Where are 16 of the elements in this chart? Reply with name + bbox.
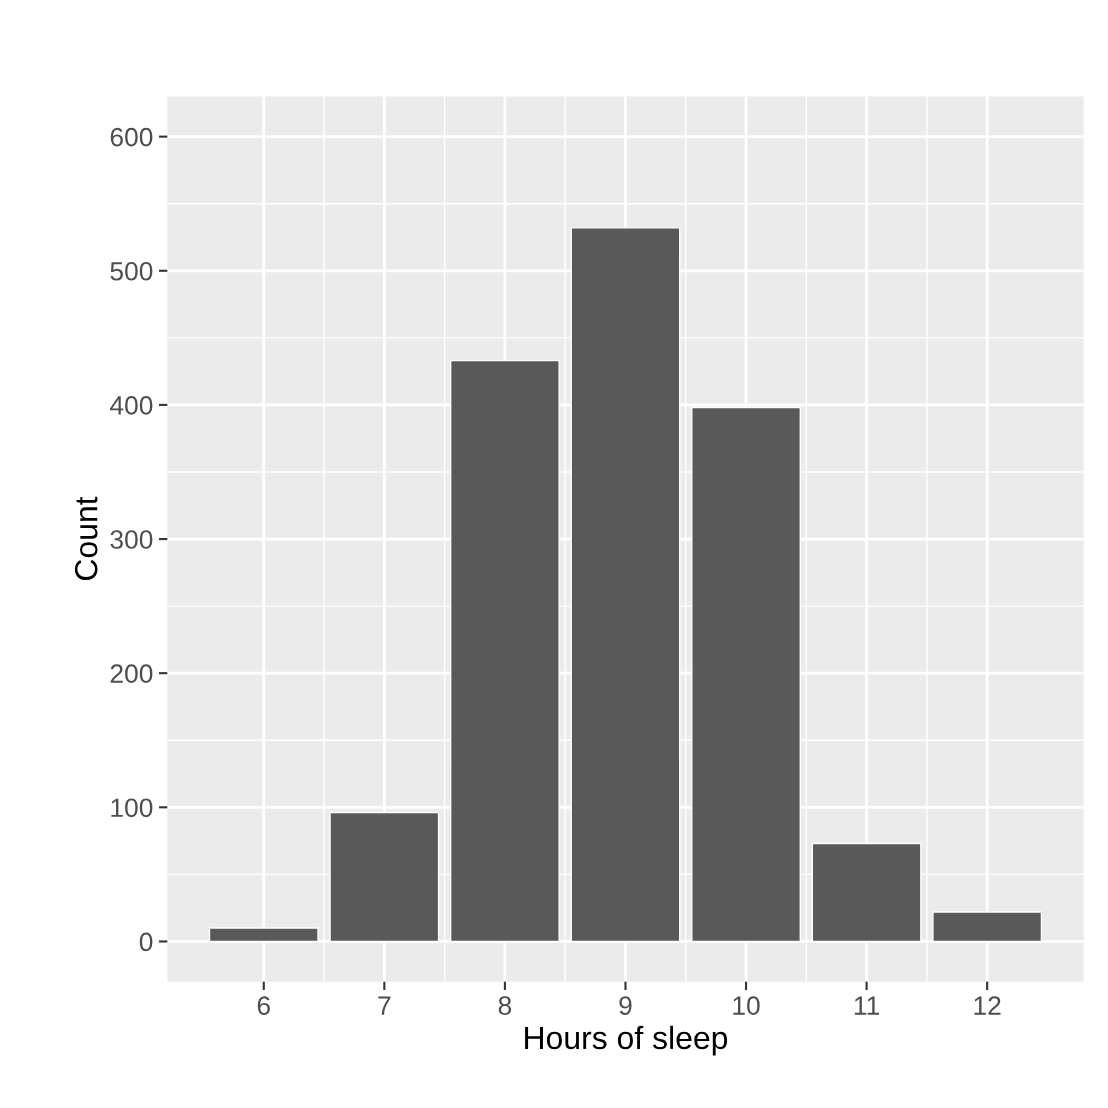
y-axis-title: Count bbox=[74, 496, 98, 581]
y-tick-label: 500 bbox=[110, 261, 153, 281]
x-tick-label: 9 bbox=[619, 996, 632, 1015]
x-axis-title: Hours of sleep bbox=[525, 1025, 728, 1056]
x-tick-label: 8 bbox=[498, 996, 512, 1015]
y-tick-label: 0 bbox=[139, 932, 153, 952]
y-tick-label: 300 bbox=[110, 530, 153, 549]
x-tick-label: 7 bbox=[378, 996, 391, 1015]
x-tick-label: 10 bbox=[733, 996, 760, 1015]
y-tick-label: 200 bbox=[110, 664, 153, 683]
y-tick-label: 100 bbox=[111, 798, 153, 818]
x-tick-label: 6 bbox=[257, 996, 270, 1015]
x-tick-label: 11 bbox=[854, 996, 880, 1015]
x-tick-label: 12 bbox=[974, 996, 1001, 1015]
y-tick-label: 600 bbox=[110, 127, 153, 147]
y-tick-label: 400 bbox=[110, 396, 153, 415]
